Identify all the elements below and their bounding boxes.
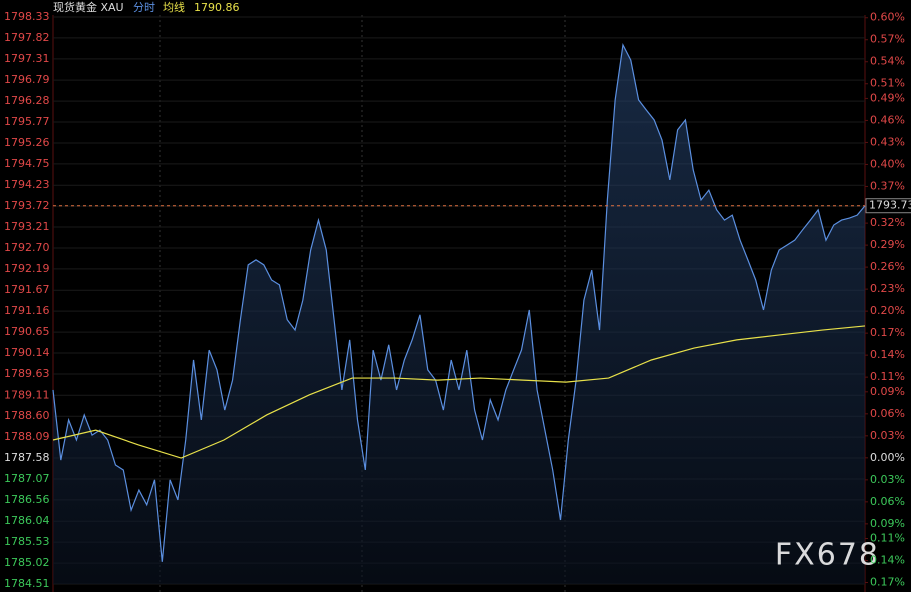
y2-tick-label: 0.06% [870, 495, 905, 508]
y-tick-label: 1796.28 [4, 94, 50, 107]
y-tick-label: 1793.72 [4, 199, 50, 212]
y-tick-label: 1787.07 [4, 472, 50, 485]
mode-label: 分时 [133, 1, 155, 14]
y2-tick-label: 0.49% [870, 91, 905, 104]
y-tick-label: 1797.82 [4, 31, 50, 44]
y2-tick-label: 0.54% [870, 55, 905, 68]
y-tick-label: 1789.11 [4, 388, 50, 401]
y-tick-label: 1795.26 [4, 136, 50, 149]
y2-tick-label: 0.57% [870, 33, 905, 46]
y-tick-label: 1785.53 [4, 535, 50, 548]
y-tick-label: 1798.33 [4, 10, 50, 23]
y-tick-label: 1793.21 [4, 220, 50, 233]
y2-tick-label: 0.09% [870, 517, 905, 530]
y2-tick-label: 0.11% [870, 532, 905, 545]
y2-tick-label: 0.37% [870, 179, 905, 192]
y-tick-label: 1794.75 [4, 157, 50, 170]
y-tick-label: 1786.56 [4, 493, 50, 506]
y-tick-label: 1787.58 [4, 451, 50, 464]
last-price-label: 1793.73 [869, 199, 911, 212]
y2-tick-label: 0.40% [870, 157, 905, 170]
price-line [52, 42, 866, 562]
y-tick-label: 1796.79 [4, 73, 50, 86]
y2-tick-label: 0.51% [870, 77, 905, 90]
y2-tick-label: 0.23% [870, 282, 905, 295]
y2-tick-label: 0.09% [870, 385, 905, 398]
y-tick-label: 1789.63 [4, 367, 50, 380]
y2-tick-label: 0.46% [870, 113, 905, 126]
average-line [52, 325, 866, 459]
y2-tick-label: 0.17% [870, 326, 905, 339]
y-tick-label: 1791.16 [4, 304, 50, 317]
y-tick-label: 1795.77 [4, 115, 50, 128]
y2-tick-label: 0.29% [870, 238, 905, 251]
watermark: FX678 [775, 538, 880, 573]
y2-tick-label: 0.32% [870, 216, 905, 229]
avg-label: 均线 [163, 0, 185, 14]
y2-tick-label: 0.14% [870, 348, 905, 361]
price-area [53, 44, 865, 585]
avg-value: 1790.86 [194, 1, 240, 14]
y-tick-label: 1785.02 [4, 556, 50, 569]
y-tick-label: 1797.31 [4, 52, 50, 65]
y-tick-label: 1791.67 [4, 283, 50, 296]
y-tick-label: 1786.04 [4, 514, 50, 527]
y-tick-label: 1788.60 [4, 409, 50, 422]
y2-tick-label: 0.14% [870, 554, 905, 567]
y2-tick-label: 0.03% [870, 473, 905, 486]
y-tick-label: 1792.70 [4, 241, 50, 254]
y2-tick-label: 0.11% [870, 370, 905, 383]
y-tick-label: 1790.65 [4, 325, 50, 338]
y-tick-label: 1784.51 [4, 577, 50, 590]
y2-tick-label: 0.17% [870, 576, 905, 589]
y2-tick-label: 0.20% [870, 304, 905, 317]
y-tick-label: 1794.23 [4, 178, 50, 191]
y2-tick-label: 0.60% [870, 11, 905, 24]
y2-tick-label: 0.03% [870, 429, 905, 442]
y-tick-label: 1788.09 [4, 430, 50, 443]
y2-tick-label: 0.06% [870, 407, 905, 420]
y2-tick-label: 0.43% [870, 135, 905, 148]
y2-tick-label: 0.00% [870, 451, 905, 464]
chart-title: 现货黄金 XAU [53, 0, 124, 14]
last-price-box [865, 198, 911, 214]
y-tick-label: 1792.19 [4, 262, 50, 275]
y-tick-label: 1790.14 [4, 346, 50, 359]
y2-tick-label: 0.26% [870, 260, 905, 273]
